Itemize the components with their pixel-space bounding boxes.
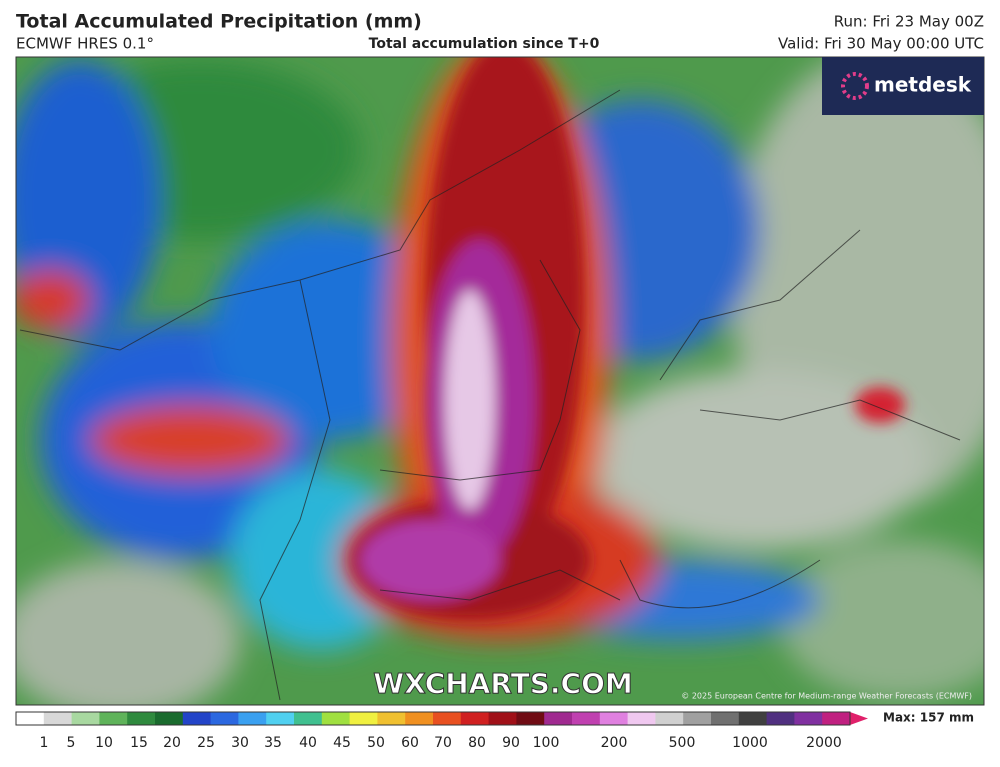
legend-swatch (71, 712, 100, 725)
legend-max: Max: 157 mm (883, 711, 974, 725)
legend-swatch (599, 712, 629, 725)
logo-icon (841, 72, 869, 100)
legend-swatch (16, 712, 45, 725)
legend-swatch (405, 712, 434, 725)
legend-label: 80 (468, 735, 486, 751)
legend-label: 25 (197, 735, 215, 751)
legend-swatch (516, 712, 545, 725)
legend-label: 2000 (806, 735, 842, 751)
legend-label: 30 (231, 735, 249, 751)
legend-swatch (544, 712, 573, 725)
legend-swatch (182, 712, 212, 725)
logo-text: metdesk (874, 73, 972, 97)
legend-swatch (210, 712, 239, 725)
legend-swatch (627, 712, 656, 725)
legend-label: 50 (367, 735, 385, 751)
legend-swatch (711, 712, 740, 725)
valid: Valid: Fri 30 May 00:00 UTC (778, 35, 984, 53)
legend-label: 500 (669, 735, 696, 751)
legend-label: 15 (130, 735, 148, 751)
legend-swatch (155, 712, 184, 725)
model: ECMWF HRES 0.1° (16, 35, 154, 53)
legend-label: 45 (333, 735, 351, 751)
legend-frame (15, 711, 851, 726)
watermark: WXCHARTS.COM (373, 667, 633, 700)
legend-label: 1 (40, 735, 49, 751)
legend-swatch (294, 712, 323, 725)
legend-label: 20 (163, 735, 181, 751)
legend-swatch (377, 712, 406, 725)
legend-swatch (488, 712, 517, 725)
legend-label: 10 (95, 735, 113, 751)
legend-swatch (238, 712, 267, 725)
legend: 1 5 10 15 20 25 30 35 40 45 50 60 70 80 90 100 200 500 100… (15, 711, 868, 751)
legend-label: 1000 (732, 735, 768, 751)
legend-swatch (766, 712, 795, 725)
legend-label: 70 (434, 735, 452, 751)
run: Run: Fri 23 May 00Z (834, 13, 984, 31)
legend-arrow (850, 712, 868, 725)
logo-box (822, 57, 984, 115)
copyright: © 2025 European Centre for Medium-range … (681, 692, 972, 701)
legend-label: 5 (67, 735, 76, 751)
legend-swatch (266, 712, 295, 725)
precip-map (16, 57, 984, 705)
legend-swatch (794, 712, 823, 725)
legend-label: 100 (533, 735, 560, 751)
legend-swatch (99, 712, 128, 725)
subtitle: Total accumulation since T+0 (369, 36, 600, 52)
legend-swatch (572, 712, 601, 725)
legend-swatch (683, 712, 712, 725)
legend-label: 35 (264, 735, 282, 751)
legend-swatch (321, 712, 351, 725)
legend-label: 90 (502, 735, 520, 751)
legend-swatch (127, 712, 156, 725)
legend-swatch (433, 712, 462, 725)
legend-label: 60 (401, 735, 419, 751)
legend-swatch (738, 712, 768, 725)
legend-label: 40 (299, 735, 317, 751)
legend-label: 200 (601, 735, 628, 751)
legend-swatch (460, 712, 490, 725)
legend-swatch (349, 712, 378, 725)
legend-swatch (822, 712, 851, 725)
legend-swatch (655, 712, 684, 725)
legend-swatch (43, 712, 73, 725)
map-frame (15, 56, 985, 706)
title: Total Accumulated Precipitation (mm) (16, 11, 422, 33)
